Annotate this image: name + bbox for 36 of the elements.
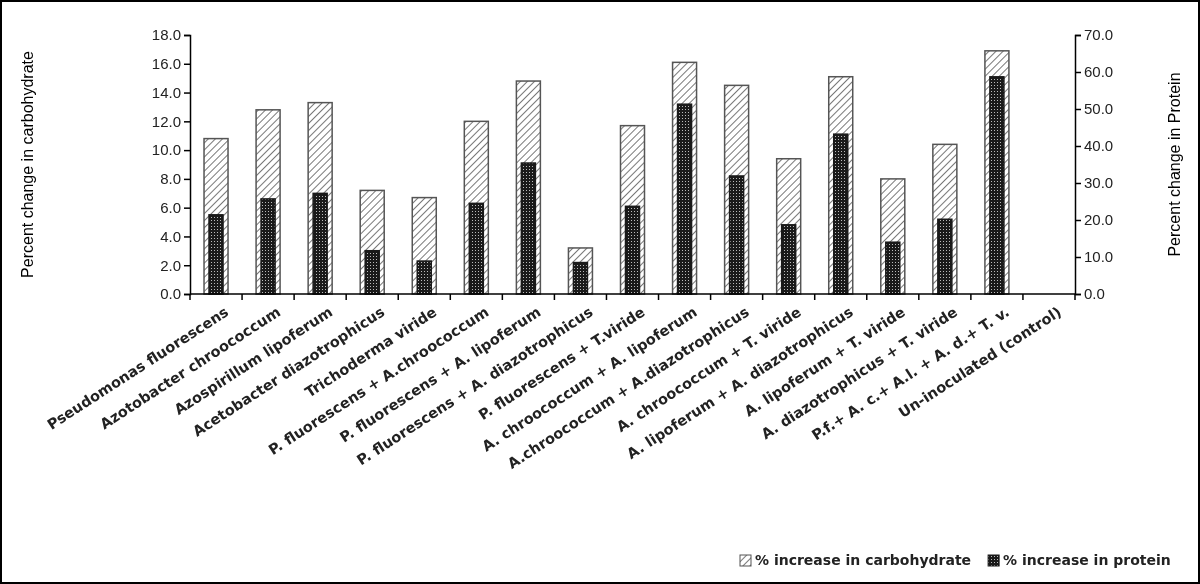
- bar: [728, 175, 745, 295]
- bar: [208, 214, 224, 295]
- y2-axis-title: Percent change in Protein: [1166, 72, 1183, 257]
- bar: [832, 133, 849, 295]
- y2-tick-label: 50.0: [1084, 100, 1114, 118]
- bar: [260, 198, 276, 295]
- bar: [520, 162, 537, 295]
- y-tick-label: 6.0: [160, 198, 181, 216]
- bar: [572, 261, 589, 295]
- bar: [312, 192, 328, 295]
- bar: [780, 224, 797, 295]
- y2-tick-label: 40.0: [1084, 137, 1114, 155]
- y-tick-label: 16.0: [151, 55, 181, 73]
- y-tick-label: 8.0: [160, 170, 181, 188]
- y-tick-label: 12.0: [151, 112, 181, 130]
- y2-tick-label: 20.0: [1084, 211, 1114, 229]
- y2-tick-label: 30.0: [1084, 174, 1114, 192]
- bar: [937, 218, 953, 295]
- bar: [885, 241, 901, 295]
- y2-tick-label: 70.0: [1084, 26, 1114, 44]
- bar: [364, 249, 380, 295]
- y-axis-title: Percent change in carbohydrate: [19, 50, 36, 278]
- legend-label: % increase in protein: [1003, 552, 1171, 568]
- y-tick-label: 2.0: [160, 256, 181, 274]
- y-tick-label: 0.0: [160, 285, 181, 303]
- y-tick-label: 14.0: [151, 83, 181, 101]
- y2-tick-label: 10.0: [1084, 248, 1114, 266]
- y2-tick-label: 0.0: [1084, 285, 1105, 303]
- y2-tick-label: 60.0: [1084, 63, 1114, 81]
- bar: [468, 202, 485, 295]
- bar: [416, 260, 433, 295]
- y-tick-label: 18.0: [151, 26, 181, 44]
- y-tick-label: 10.0: [151, 141, 181, 159]
- legend-label: % increase in carbohydrate: [755, 552, 972, 568]
- bar: [624, 205, 641, 295]
- y-tick-label: 4.0: [160, 227, 181, 245]
